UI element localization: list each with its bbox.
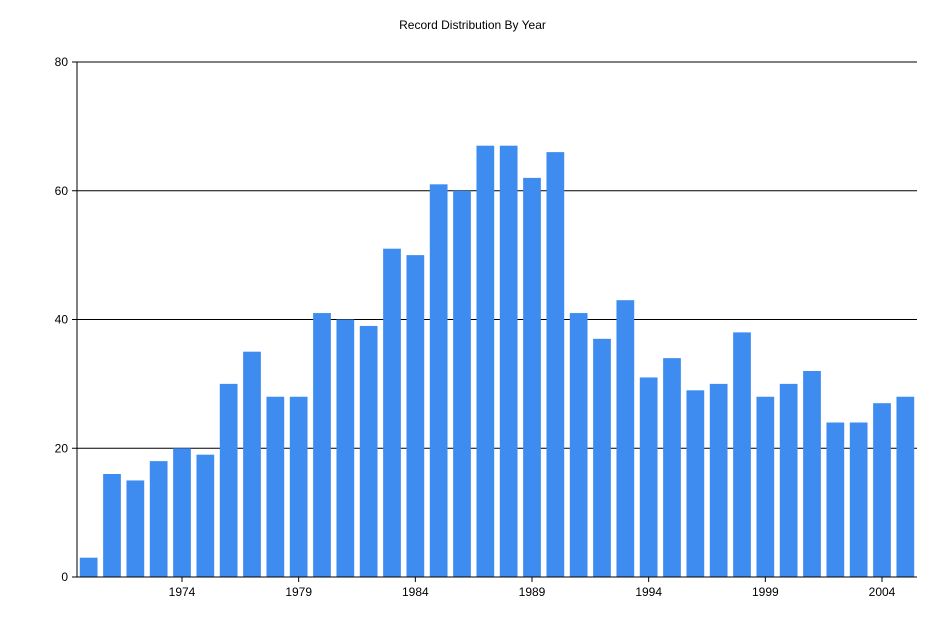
bar-1991	[569, 313, 588, 577]
bar-2005	[896, 396, 915, 577]
bar-1970	[79, 557, 98, 577]
bar-1995	[663, 358, 681, 577]
bar-1982	[359, 325, 378, 577]
bar-1971	[103, 474, 121, 577]
x-tick-label: 1979	[285, 585, 312, 599]
bar-1973	[149, 461, 168, 577]
x-tick-label: 1984	[402, 585, 429, 599]
bar-2001	[803, 371, 821, 577]
bar-1984	[406, 255, 425, 577]
bar-1988	[499, 145, 518, 577]
chart-title: Record Distribution By Year	[399, 18, 546, 32]
x-tick-label: 1994	[635, 585, 662, 599]
bar-1993	[616, 300, 635, 577]
bar-2002	[826, 422, 845, 577]
bar-2000	[779, 383, 798, 577]
bar-1979	[289, 396, 308, 577]
bar-1987	[476, 145, 495, 577]
bar-1986	[453, 190, 471, 577]
bar-1998	[733, 332, 751, 577]
bar-1985	[429, 184, 448, 577]
bar-2004	[873, 403, 891, 577]
bar-1983	[383, 248, 401, 577]
y-tick-label: 0	[61, 570, 68, 584]
bar-1978	[266, 396, 285, 577]
bar-1996	[686, 390, 705, 577]
bar-1974	[173, 448, 191, 577]
bar-1977	[243, 351, 261, 577]
bar-1994	[639, 377, 658, 577]
bar-2003	[849, 422, 868, 577]
bar-1992	[593, 338, 611, 577]
x-tick-label: 2004	[869, 585, 896, 599]
x-tick-label: 1989	[519, 585, 546, 599]
y-tick-label: 60	[55, 184, 69, 198]
y-tick-label: 40	[55, 313, 69, 327]
bar-1980	[313, 313, 331, 577]
bar-1972	[126, 480, 145, 577]
y-tick-label: 80	[55, 55, 69, 69]
bar-1981	[336, 319, 355, 577]
bar-1999	[756, 396, 775, 577]
bars	[79, 145, 915, 577]
gridlines	[77, 61, 917, 449]
y-tick-label: 20	[55, 441, 69, 455]
axes: 0 20 40 60 80 1974 1979 1984 1989 1994 1999 2004	[55, 55, 917, 599]
x-tick-label: 1999	[752, 585, 779, 599]
bar-1989	[523, 177, 541, 577]
bar-1976	[219, 383, 238, 577]
bar-1997	[709, 383, 728, 577]
bar-1975	[196, 454, 215, 577]
bar-1990	[546, 152, 565, 577]
x-tick-label: 1974	[169, 585, 196, 599]
